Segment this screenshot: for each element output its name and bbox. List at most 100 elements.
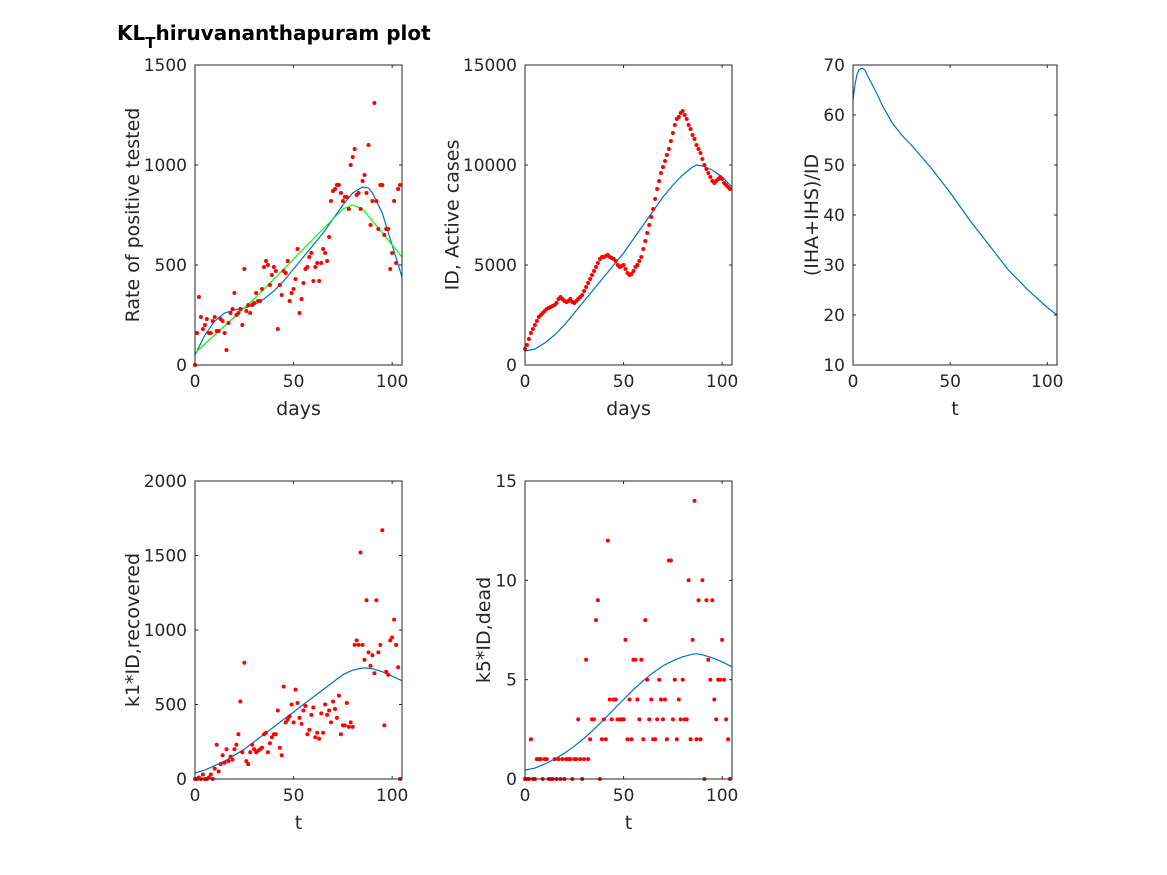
data-point <box>396 665 401 670</box>
data-point <box>319 711 324 716</box>
data-point <box>629 737 634 742</box>
data-point <box>315 730 320 735</box>
data-point <box>706 171 711 175</box>
data-point <box>647 717 652 722</box>
data-point <box>360 179 365 183</box>
x-tick-label: 100 <box>376 786 408 806</box>
data-point <box>289 702 294 707</box>
x-tick-label: 0 <box>520 372 531 392</box>
data-point <box>333 187 337 191</box>
y-tick-label: 0 <box>506 770 517 790</box>
data-point <box>329 720 333 725</box>
data-point <box>607 697 612 702</box>
data-point <box>708 175 713 179</box>
data-point <box>297 715 302 720</box>
data-point <box>226 321 231 325</box>
y-tick-label: 2000 <box>144 472 187 492</box>
data-point <box>338 732 343 737</box>
data-point <box>635 697 640 702</box>
data-point <box>525 343 529 347</box>
data-point <box>623 637 628 642</box>
data-point <box>651 207 656 211</box>
data-point <box>641 737 646 742</box>
y-axis-label: k5*ID,dead <box>473 577 495 683</box>
data-point <box>317 279 322 283</box>
data-point <box>331 699 335 704</box>
data-point <box>374 199 379 203</box>
data-point <box>680 677 685 682</box>
data-point <box>704 167 709 171</box>
data-point <box>305 265 310 269</box>
data-point <box>228 311 233 315</box>
data-point <box>195 331 199 335</box>
data-point <box>643 618 648 623</box>
data-point <box>657 677 662 682</box>
data-point <box>530 327 535 331</box>
data-point <box>528 331 533 335</box>
data-point <box>242 267 247 271</box>
y-tick-label: 5000 <box>474 256 517 276</box>
data-point <box>394 642 399 647</box>
data-point <box>700 578 705 583</box>
data-point <box>198 315 203 319</box>
figure-title: KLThiruvananthapuram plot <box>117 21 431 52</box>
data-point <box>366 650 371 655</box>
data-point <box>246 303 251 307</box>
data-point <box>649 215 654 219</box>
data-point <box>601 717 606 722</box>
data-point <box>386 672 391 677</box>
y-axis-label: Rate of positive tested <box>122 108 144 323</box>
data-point <box>538 757 543 762</box>
data-point <box>584 657 589 662</box>
data-point <box>226 759 231 764</box>
data-point <box>334 715 339 720</box>
data-point <box>210 319 215 323</box>
data-point <box>232 291 237 295</box>
data-point <box>688 127 693 131</box>
data-point <box>586 757 591 762</box>
data-point <box>267 283 272 287</box>
axes-box <box>194 480 403 780</box>
data-point <box>224 747 229 752</box>
data-point <box>613 697 618 702</box>
x-tick-label: 100 <box>376 372 408 392</box>
data-point <box>244 309 249 313</box>
data-point <box>384 669 389 674</box>
model-curve <box>194 667 403 774</box>
data-point <box>348 163 353 167</box>
data-point <box>269 273 274 277</box>
data-point <box>358 207 363 211</box>
data-point <box>236 311 241 315</box>
axes-box <box>852 64 1058 366</box>
data-point <box>603 737 608 742</box>
data-point <box>657 179 662 183</box>
data-point <box>552 757 557 762</box>
data-point <box>659 171 663 175</box>
x-tick-label: 100 <box>706 372 738 392</box>
data-point <box>684 717 689 722</box>
data-point <box>287 714 292 719</box>
x-tick-label: 0 <box>520 786 531 806</box>
data-point <box>388 267 393 271</box>
data-point <box>595 598 600 603</box>
data-point <box>556 757 561 762</box>
data-point <box>668 558 673 563</box>
model-curve <box>524 653 733 771</box>
data-point <box>588 737 593 742</box>
data-point <box>264 259 268 263</box>
data-point <box>592 717 596 722</box>
y-tick-label: 50 <box>823 156 845 176</box>
data-point <box>336 693 341 698</box>
x-tick-label: 50 <box>939 372 961 392</box>
data-point <box>360 642 365 647</box>
data-point <box>690 637 695 642</box>
data-point <box>214 742 219 747</box>
data-point <box>252 747 257 752</box>
data-point <box>344 195 349 199</box>
x-tick-label: 100 <box>1031 372 1063 392</box>
x-axis-label: days <box>606 398 651 420</box>
data-point <box>645 231 650 235</box>
data-point <box>394 261 399 265</box>
data-point <box>277 283 282 287</box>
